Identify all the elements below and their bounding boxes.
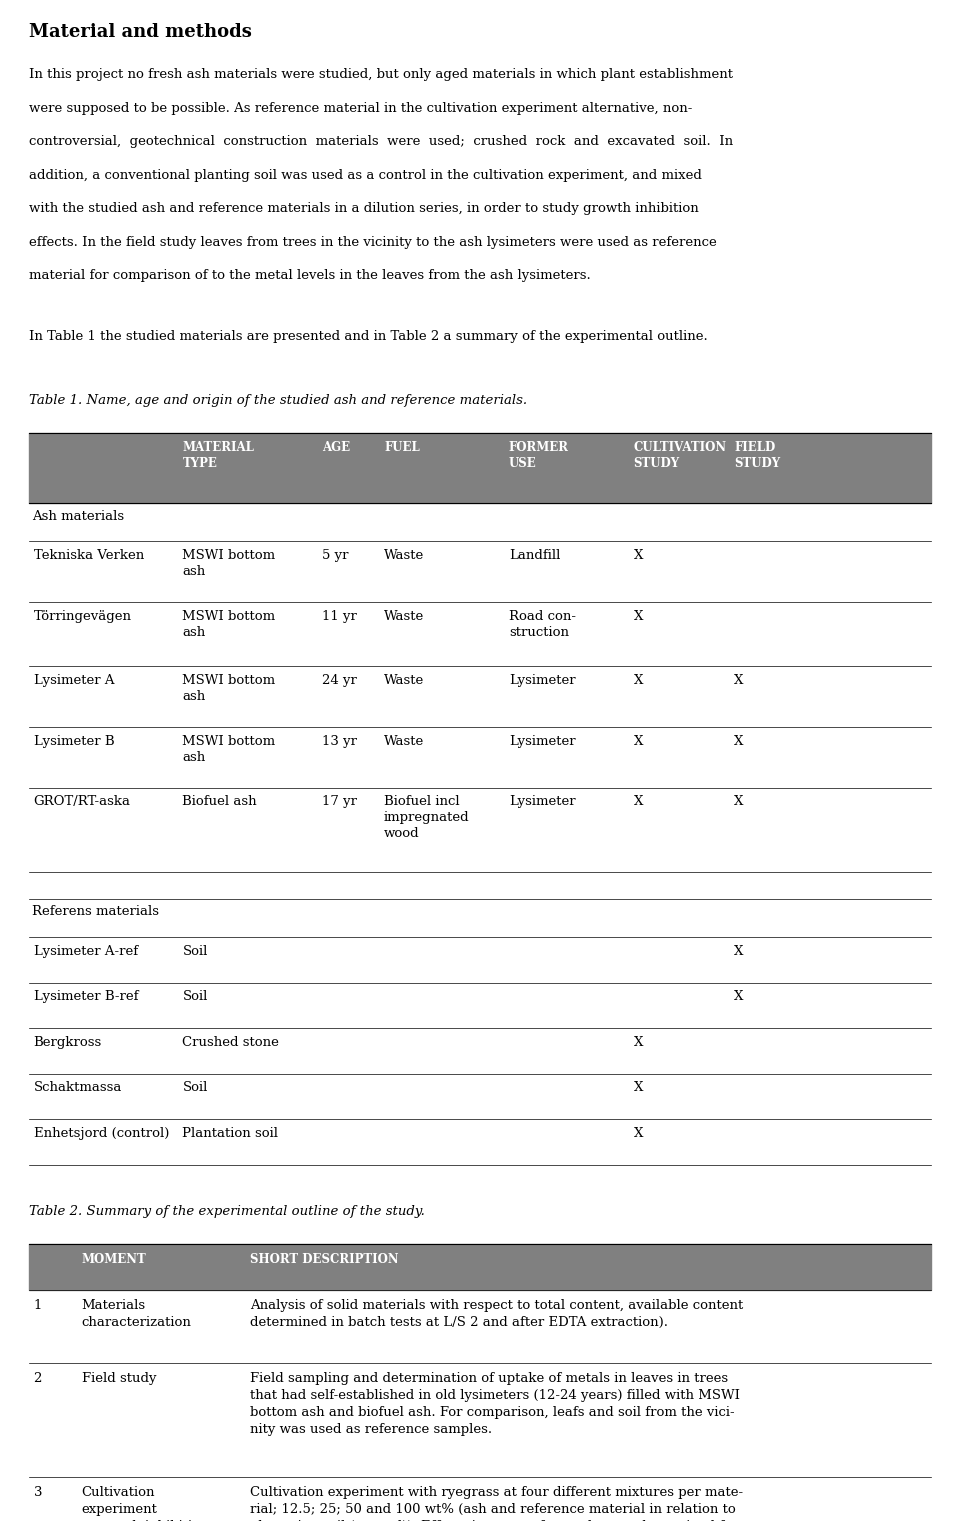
Text: Biofuel ash: Biofuel ash — [182, 795, 257, 809]
Text: X: X — [634, 549, 643, 563]
Bar — [29, 1244, 931, 1290]
Text: Lysimeter A-ref: Lysimeter A-ref — [34, 945, 137, 958]
Bar — [29, 433, 931, 503]
Text: Schaktmassa: Schaktmassa — [34, 1081, 122, 1095]
Text: Soil: Soil — [182, 990, 207, 1004]
Text: SHORT DESCRIPTION: SHORT DESCRIPTION — [250, 1253, 398, 1267]
Text: controversial,  geotechnical  construction  materials  were  used;  crushed  roc: controversial, geotechnical construction… — [29, 135, 732, 149]
Text: Lysimeter: Lysimeter — [509, 674, 575, 687]
Text: Lysimeter A: Lysimeter A — [34, 674, 114, 687]
Text: Field study: Field study — [82, 1372, 156, 1386]
Text: Törringevägen: Törringevägen — [34, 610, 132, 624]
Text: MSWI bottom
ash: MSWI bottom ash — [182, 735, 276, 764]
Text: X: X — [634, 610, 643, 624]
Text: 5 yr: 5 yr — [322, 549, 348, 563]
Text: Plantation soil: Plantation soil — [182, 1127, 278, 1141]
Text: GROT/RT-aska: GROT/RT-aska — [34, 795, 131, 809]
Text: Soil: Soil — [182, 1081, 207, 1095]
Text: Enhetsjord (control): Enhetsjord (control) — [34, 1127, 169, 1141]
Text: MSWI bottom
ash: MSWI bottom ash — [182, 610, 276, 639]
Text: Referens materials: Referens materials — [32, 905, 158, 919]
Text: X: X — [634, 1081, 643, 1095]
Text: Biofuel incl
impregnated
wood: Biofuel incl impregnated wood — [384, 795, 469, 841]
Text: effects. In the field study leaves from trees in the vicinity to the ash lysimet: effects. In the field study leaves from … — [29, 236, 716, 249]
Text: material for comparison of to the metal levels in the leaves from the ash lysime: material for comparison of to the metal … — [29, 269, 590, 283]
Text: Landfill: Landfill — [509, 549, 561, 563]
Text: MSWI bottom
ash: MSWI bottom ash — [182, 674, 276, 703]
Text: Lysimeter B: Lysimeter B — [34, 735, 114, 748]
Text: X: X — [634, 795, 643, 809]
Text: Table 1. Name, age and origin of the studied ash and reference materials.: Table 1. Name, age and origin of the stu… — [29, 394, 527, 408]
Text: 1: 1 — [34, 1299, 42, 1313]
Text: X: X — [634, 1127, 643, 1141]
Text: 3: 3 — [34, 1486, 42, 1500]
Text: X: X — [634, 674, 643, 687]
Text: Crushed stone: Crushed stone — [182, 1036, 279, 1049]
Text: Waste: Waste — [384, 610, 424, 624]
Text: Table 2. Summary of the experimental outline of the study.: Table 2. Summary of the experimental out… — [29, 1205, 424, 1218]
Text: Materials
characterization: Materials characterization — [82, 1299, 191, 1329]
Text: 17 yr: 17 yr — [322, 795, 356, 809]
Text: Analysis of solid materials with respect to total content, available content
det: Analysis of solid materials with respect… — [250, 1299, 743, 1329]
Text: X: X — [734, 795, 744, 809]
Text: Bergkross: Bergkross — [34, 1036, 102, 1049]
Text: Cultivation
experiment
– growth inhibition: Cultivation experiment – growth inhibiti… — [82, 1486, 208, 1521]
Text: In Table 1 the studied materials are presented and in Table 2 a summary of the e: In Table 1 the studied materials are pre… — [29, 330, 708, 344]
Text: 11 yr: 11 yr — [322, 610, 356, 624]
Text: X: X — [734, 674, 744, 687]
Text: with the studied ash and reference materials in a dilution series, in order to s: with the studied ash and reference mater… — [29, 202, 699, 216]
Text: CULTIVATION
STUDY: CULTIVATION STUDY — [634, 441, 727, 470]
Text: addition, a conventional planting soil was used as a control in the cultivation : addition, a conventional planting soil w… — [29, 169, 702, 183]
Text: X: X — [734, 735, 744, 748]
Text: Waste: Waste — [384, 735, 424, 748]
Text: X: X — [634, 1036, 643, 1049]
Text: Soil: Soil — [182, 945, 207, 958]
Text: X: X — [734, 945, 744, 958]
Text: Waste: Waste — [384, 549, 424, 563]
Text: 2: 2 — [34, 1372, 42, 1386]
Text: Waste: Waste — [384, 674, 424, 687]
Text: Field sampling and determination of uptake of metals in leaves in trees
that had: Field sampling and determination of upta… — [250, 1372, 739, 1436]
Text: In this project no fresh ash materials were studied, but only aged materials in : In this project no fresh ash materials w… — [29, 68, 732, 82]
Text: were supposed to be possible. As reference material in the cultivation experimen: were supposed to be possible. As referen… — [29, 102, 692, 116]
Text: MOMENT: MOMENT — [82, 1253, 146, 1267]
Text: AGE: AGE — [322, 441, 349, 455]
Text: Road con-
struction: Road con- struction — [509, 610, 576, 639]
Text: 13 yr: 13 yr — [322, 735, 356, 748]
Text: MSWI bottom
ash: MSWI bottom ash — [182, 549, 276, 578]
Text: Material and methods: Material and methods — [29, 23, 252, 41]
Text: X: X — [634, 735, 643, 748]
Text: Ash materials: Ash materials — [32, 510, 124, 523]
Text: X: X — [734, 990, 744, 1004]
Text: MATERIAL
TYPE: MATERIAL TYPE — [182, 441, 254, 470]
Text: Tekniska Verken: Tekniska Verken — [34, 549, 144, 563]
Text: 24 yr: 24 yr — [322, 674, 356, 687]
Text: FUEL: FUEL — [384, 441, 420, 455]
Text: Cultivation experiment with ryegrass at four different mixtures per mate-
rial; : Cultivation experiment with ryegrass at … — [250, 1486, 743, 1521]
Text: Lysimeter B-ref: Lysimeter B-ref — [34, 990, 138, 1004]
Text: FORMER
USE: FORMER USE — [509, 441, 568, 470]
Text: Lysimeter: Lysimeter — [509, 735, 575, 748]
Text: Lysimeter: Lysimeter — [509, 795, 575, 809]
Text: FIELD
STUDY: FIELD STUDY — [734, 441, 780, 470]
